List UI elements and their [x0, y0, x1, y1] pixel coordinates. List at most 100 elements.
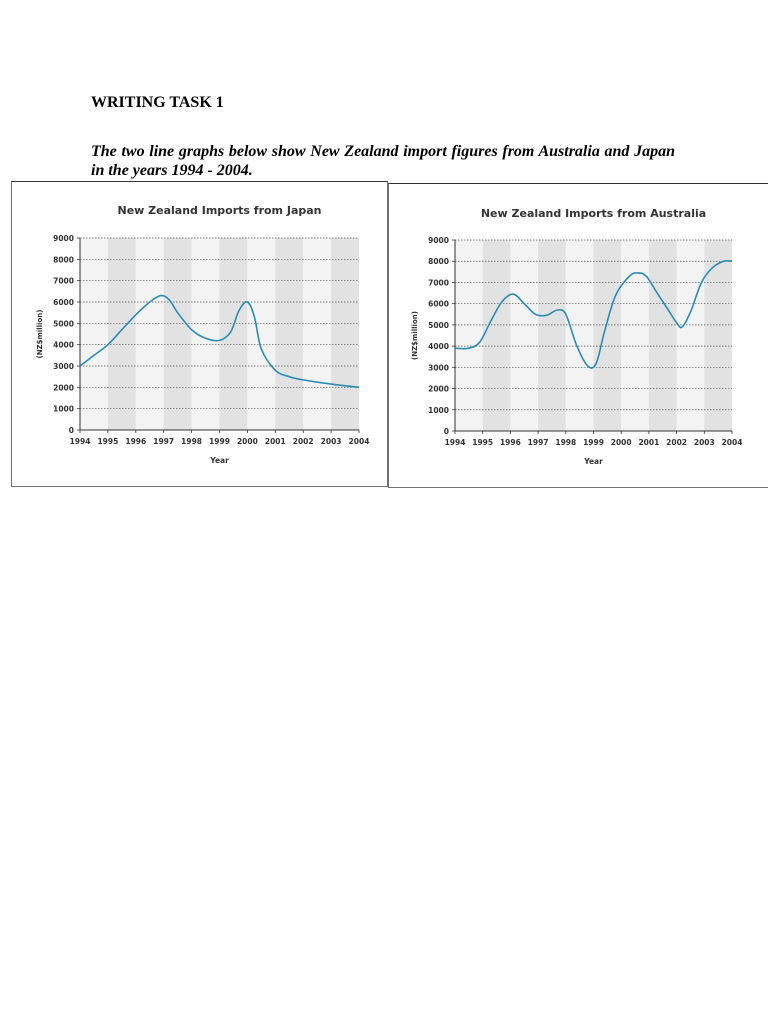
grid-band — [135, 238, 164, 430]
grid-band — [331, 238, 359, 430]
data-point — [120, 328, 123, 331]
data-point — [731, 260, 734, 263]
data-point — [288, 375, 291, 378]
y-tick-label: 1000 — [428, 406, 449, 415]
grid-band — [676, 240, 705, 431]
data-point — [79, 365, 82, 368]
y-tick-label: 9000 — [53, 234, 74, 243]
grid-band — [107, 238, 136, 430]
data-point — [711, 266, 714, 269]
y-tick-label: 5000 — [53, 319, 74, 328]
data-point — [238, 309, 241, 312]
y-tick-label: 6000 — [428, 300, 449, 309]
y-tick-label: 1000 — [53, 405, 74, 414]
y-tick-label: 8000 — [53, 255, 74, 264]
data-point — [229, 330, 232, 333]
y-tick-label: 3000 — [428, 363, 449, 372]
x-tick-label: 2004 — [722, 438, 743, 447]
data-point — [564, 313, 567, 316]
data-point — [645, 275, 648, 278]
data-point — [523, 302, 526, 305]
x-tick-label: 1998 — [555, 438, 576, 447]
grid-band — [538, 240, 566, 431]
x-tick-label: 1996 — [500, 438, 521, 447]
x-tick-label: 1994 — [445, 438, 466, 447]
chart-japan: New Zealand Imports from Japan 0 1000 2000 3… — [36, 204, 370, 465]
x-tick-label: 2000 — [237, 437, 258, 446]
y-tick-label: 6000 — [53, 298, 74, 307]
grid-band — [247, 238, 276, 430]
y-tick-label: 3000 — [53, 362, 74, 371]
data-point — [603, 330, 606, 333]
data-point — [556, 309, 559, 312]
data-point — [218, 339, 221, 342]
data-point — [575, 345, 578, 348]
data-point — [689, 311, 692, 314]
x-tick-label: 2001 — [265, 437, 286, 446]
data-point — [176, 311, 179, 314]
data-point — [636, 271, 639, 274]
data-point — [501, 300, 504, 303]
chart-australia: New Zealand Imports from Australia 0 1000 2… — [411, 207, 743, 466]
y-tick-label: 9000 — [428, 236, 449, 245]
x-tick-label: 2004 — [349, 437, 370, 446]
y-tick-label: 7000 — [53, 277, 74, 286]
x-tick-label: 2003 — [321, 437, 342, 446]
chart-frame-australia: New Zealand Imports from Australia 0 1000 2… — [388, 183, 768, 488]
intro-text: The two line graphs below show New Zeala… — [91, 143, 675, 179]
x-tick-label: 1996 — [125, 437, 146, 446]
data-point — [274, 369, 277, 372]
data-point — [302, 378, 305, 381]
heading: WRITING TASK 1 — [91, 94, 224, 111]
data-point — [358, 386, 361, 389]
data-point — [190, 328, 193, 331]
chart-frame-japan: New Zealand Imports from Japan 0 1000 2000 3… — [11, 181, 388, 487]
grid-band — [80, 238, 108, 430]
data-point — [628, 275, 631, 278]
y-tick-label: 2000 — [428, 385, 449, 394]
x-tick-label: 1997 — [528, 438, 549, 447]
data-point — [204, 337, 207, 340]
y-tick-label: 7000 — [428, 278, 449, 287]
x-tick-label: 1994 — [70, 437, 91, 446]
x-tick-label: 1999 — [209, 437, 230, 446]
series-line — [79, 294, 360, 389]
series-line — [454, 259, 733, 369]
y-tick-label: 0 — [444, 427, 449, 436]
x-tick-label: 2002 — [666, 438, 687, 447]
grid-band — [275, 238, 304, 430]
data-point — [512, 293, 515, 296]
y-tick-label: 4000 — [428, 342, 449, 351]
data-point — [148, 301, 151, 304]
x-tick-label: 1995 — [472, 438, 493, 447]
x-tick-label: 2000 — [611, 438, 632, 447]
grid-band — [303, 238, 332, 430]
grid-band — [565, 240, 594, 431]
chart-title: New Zealand Imports from Japan — [118, 204, 322, 217]
data-point — [614, 294, 617, 297]
grid-band — [510, 240, 539, 431]
y-tick-label: 2000 — [53, 383, 74, 392]
grid-band — [704, 240, 732, 431]
data-point — [260, 347, 263, 350]
x-axis-label: Year — [209, 456, 229, 465]
data-point — [330, 383, 333, 386]
x-tick-label: 1998 — [181, 437, 202, 446]
x-tick-label: 1995 — [97, 437, 118, 446]
data-point — [253, 315, 256, 318]
data-point — [92, 354, 95, 357]
data-point — [595, 362, 598, 365]
data-point — [134, 313, 137, 316]
y-tick-label: 5000 — [428, 321, 449, 330]
data-point — [675, 321, 678, 324]
x-axis-label: Year — [583, 457, 603, 466]
y-tick-label: 4000 — [53, 341, 74, 350]
data-point — [586, 365, 589, 368]
data-point — [159, 294, 162, 297]
grid-band — [621, 240, 649, 431]
data-point — [106, 343, 109, 346]
chart-title: New Zealand Imports from Australia — [481, 207, 706, 220]
data-point — [478, 340, 481, 343]
y-tick-label: 8000 — [428, 257, 449, 266]
x-tick-label: 1999 — [583, 438, 604, 447]
